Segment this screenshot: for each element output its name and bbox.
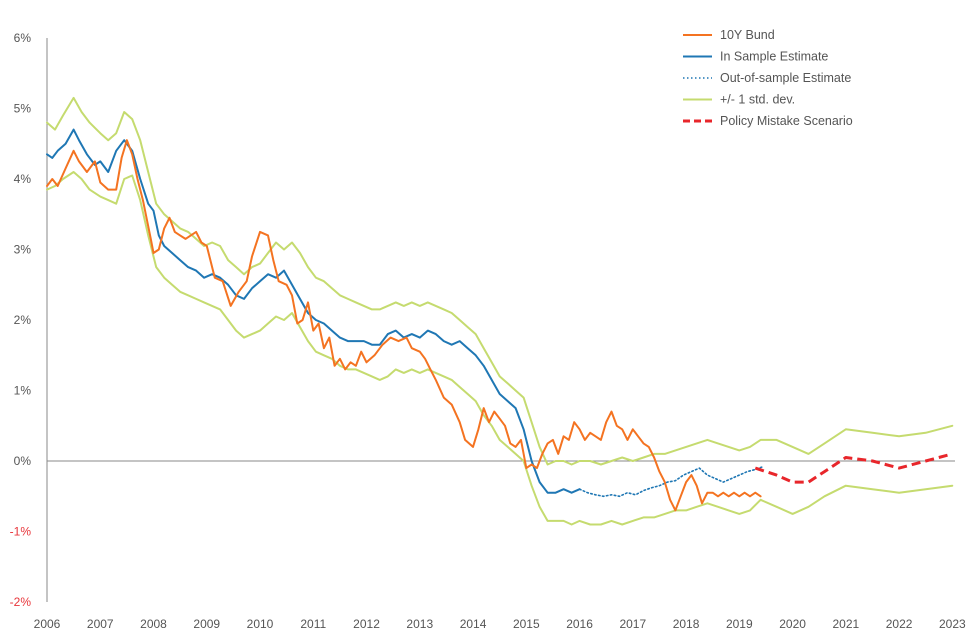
legend-label-10y-bund: 10Y Bund <box>720 28 775 42</box>
x-tick-label: 2016 <box>566 617 593 631</box>
x-tick-label: 2015 <box>513 617 540 631</box>
x-tick-label: 2013 <box>406 617 433 631</box>
x-tick-label: 2022 <box>886 617 913 631</box>
series-line-1-std-dev-lower <box>46 171 954 526</box>
y-tick-label: 4% <box>14 172 32 186</box>
series-line-10y-bund <box>46 139 762 512</box>
x-tick-label: 2008 <box>140 617 167 631</box>
x-tick-label: 2006 <box>34 617 61 631</box>
y-tick-label: 5% <box>14 102 32 116</box>
x-tick-label: 2014 <box>460 617 487 631</box>
y-tick-label: -2% <box>10 595 32 609</box>
x-tick-label: 2021 <box>832 617 859 631</box>
series-line-1-std-dev <box>46 96 954 466</box>
series-layer <box>46 96 954 526</box>
series-line-policy-mistake-scenario <box>754 452 953 484</box>
x-tick-label: 2019 <box>726 617 753 631</box>
legend-label-1-std-dev: +/- 1 std. dev. <box>720 93 795 107</box>
x-tick-label: 2017 <box>619 617 646 631</box>
x-tick-label: 2023 <box>939 617 966 631</box>
y-tick-label: 6% <box>14 31 32 45</box>
y-tick-label: 3% <box>14 243 32 257</box>
x-tick-label: 2010 <box>247 617 274 631</box>
y-tick-label: 0% <box>14 454 32 468</box>
x-tick-label: 2020 <box>779 617 806 631</box>
legend: 10Y Bund In Sample Estimate Out-of-sample … <box>683 28 853 128</box>
y-tick-label: -1% <box>10 525 32 539</box>
x-tick-label: 2018 <box>673 617 700 631</box>
x-tick-label: 2012 <box>353 617 380 631</box>
x-tick-label: 2007 <box>87 617 114 631</box>
legend-label-out-of-sample-estimate: Out-of-sample Estimate <box>720 71 851 85</box>
y-tick-label: 2% <box>14 313 32 327</box>
legend-label-in-sample-estimate: In Sample Estimate <box>720 50 828 64</box>
y-tick-label: 1% <box>14 384 32 398</box>
legend-label-policy-mistake-scenario: Policy Mistake Scenario <box>720 114 853 128</box>
x-tick-label: 2009 <box>193 617 220 631</box>
axes: 6% 5% 4% 3% 2% 1% 0% -1% -2%2006 2007 2008 2009 2010… <box>10 31 966 631</box>
series-line-out-of-sample-estimate <box>578 465 765 498</box>
x-tick-label: 2011 <box>300 617 326 631</box>
